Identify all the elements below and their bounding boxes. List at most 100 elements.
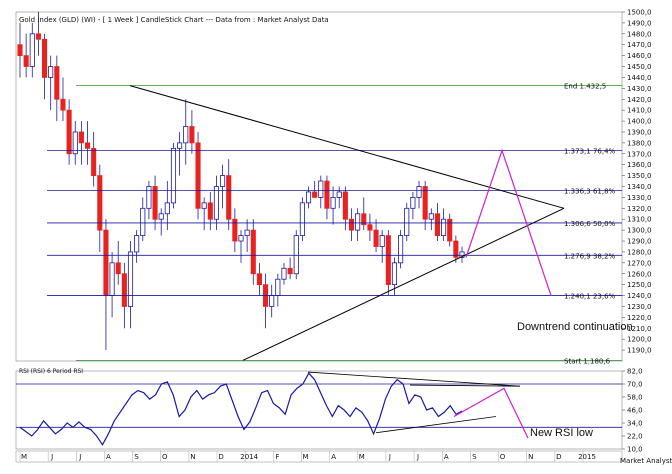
y-tick-label: 1320,0 <box>627 205 652 213</box>
y-tick-label: 1270,0 <box>627 259 652 267</box>
x-tick-label: M <box>359 453 365 461</box>
x-tick-label: A <box>331 453 336 461</box>
rsi-projection-path <box>453 387 529 439</box>
candle-body <box>299 202 305 236</box>
y-tick-label: 1260,0 <box>627 270 652 278</box>
candle-body <box>66 109 72 155</box>
candle-body <box>177 142 183 149</box>
x-tick-label: D <box>556 453 561 461</box>
candle-body <box>281 267 287 280</box>
candle-body <box>404 207 410 236</box>
candle-body <box>312 191 318 198</box>
candle-body <box>201 202 207 209</box>
candle-body <box>213 186 219 220</box>
y-tick-label: 1480,0 <box>627 30 652 38</box>
fib-level-label: End 1.432,5 <box>564 83 606 91</box>
fib-level-label: 1.306,6 50,0% <box>564 220 616 228</box>
y-tick-label: 1250,0 <box>627 281 652 289</box>
rsi-y-tick-label: 58,0 <box>627 394 643 402</box>
candle-body <box>48 66 54 78</box>
y-tick-label: 1470,0 <box>627 41 652 49</box>
x-tick-label: M <box>302 453 308 461</box>
candle-body <box>42 38 48 78</box>
y-tick-label: 1460,0 <box>627 52 652 60</box>
candle-body <box>72 131 78 155</box>
y-tick-label: 1450,0 <box>627 63 652 71</box>
rsi-title: RSI (RSI) 6 Period RSI <box>19 368 83 375</box>
candle-body <box>158 213 164 220</box>
x-tick-label: S <box>134 453 139 461</box>
x-tick-label: F <box>275 453 279 461</box>
candle-body <box>275 278 281 296</box>
rsi-y-tick-label: 34,0 <box>627 420 643 428</box>
candle-body <box>23 55 29 67</box>
x-tick-label: J <box>388 453 391 461</box>
candle-body <box>336 191 342 198</box>
x-tick-label: O <box>162 453 168 461</box>
rsi-annotation: New RSI low <box>530 427 593 439</box>
candle-body <box>29 33 35 67</box>
chart-title: Gold Index (GLD) (WI) - [ 1 Week ] Candl… <box>19 16 329 24</box>
candle-body <box>220 175 226 187</box>
candle-body <box>416 186 422 198</box>
x-tick-label: A <box>106 453 111 461</box>
y-tick-label: 1490,0 <box>627 19 652 27</box>
rsi-lower-trendline <box>375 416 497 434</box>
fib-level-label: 1.240,1 23,6% <box>564 292 616 300</box>
candle-body <box>434 213 440 236</box>
fib-level-label: 1.373,1 76,4% <box>564 147 616 155</box>
candle-body <box>109 262 115 296</box>
rsi-line <box>19 372 463 446</box>
candle-body <box>379 235 385 247</box>
y-tick-label: 1310,0 <box>627 216 652 224</box>
x-axis: M J J A S O N D 2014 F M A M J J A S O N D 2015 <box>15 450 623 463</box>
x-tick-label: J <box>50 453 53 461</box>
y-tick-label: 1390,0 <box>627 128 652 136</box>
candle-body <box>164 202 170 215</box>
y-tick-label: 1370,0 <box>627 150 652 158</box>
x-tick-label: J <box>78 453 81 461</box>
rsi-panel: 10,0 22,0 34,0 46,0 58,0 70,0 82,0 <box>15 368 643 454</box>
x-tick-label: M <box>21 453 27 461</box>
candle-body <box>250 229 256 275</box>
y-tick-label: 1240,0 <box>627 292 652 300</box>
triangle-lower-line <box>242 207 565 361</box>
x-tick-label: N <box>528 453 533 461</box>
rsi-y-tick-label: 10,0 <box>627 446 643 454</box>
candle-body <box>361 213 367 226</box>
y-tick-label: 1210,0 <box>627 325 652 333</box>
candle-body <box>140 207 146 236</box>
footer-brand: Market Analyst 6 <box>620 457 672 465</box>
candle-body <box>441 218 447 236</box>
x-tick-label: S <box>472 453 477 461</box>
candle-body <box>134 235 140 253</box>
candle-body <box>410 197 416 209</box>
candle-body <box>293 235 299 275</box>
rsi-y-tick-label: 46,0 <box>627 407 643 415</box>
candle-body <box>35 33 41 40</box>
y-tick-label: 1300,0 <box>627 227 652 235</box>
candle-body <box>189 126 195 144</box>
candle-body <box>447 218 453 242</box>
candle-body <box>195 142 201 209</box>
candle-body <box>183 126 189 144</box>
x-tick-label: D <box>218 453 223 461</box>
y-tick-label: 1410,0 <box>627 107 652 115</box>
fib-level-label: Start 1.180,6 <box>564 357 611 365</box>
x-tick-label: A <box>444 453 449 461</box>
candle-body <box>373 229 379 247</box>
candle-body <box>60 98 66 111</box>
x-axis-band <box>15 450 623 463</box>
candle-body <box>318 180 324 198</box>
candle-body <box>324 180 330 209</box>
x-tick-label: 2015 <box>578 453 596 461</box>
x-tick-label: N <box>190 453 195 461</box>
rsi-upper-trendline <box>307 371 521 387</box>
candle-body <box>103 229 109 296</box>
price-panel: 1190,0 1200,0 1210,0 1220,0 1230,0 1240,0 1250… <box>15 9 652 365</box>
rsi-y-tick-label: 70,0 <box>627 381 643 389</box>
candle-body <box>17 44 23 57</box>
candle-body <box>91 147 97 176</box>
candle-body <box>115 262 121 275</box>
